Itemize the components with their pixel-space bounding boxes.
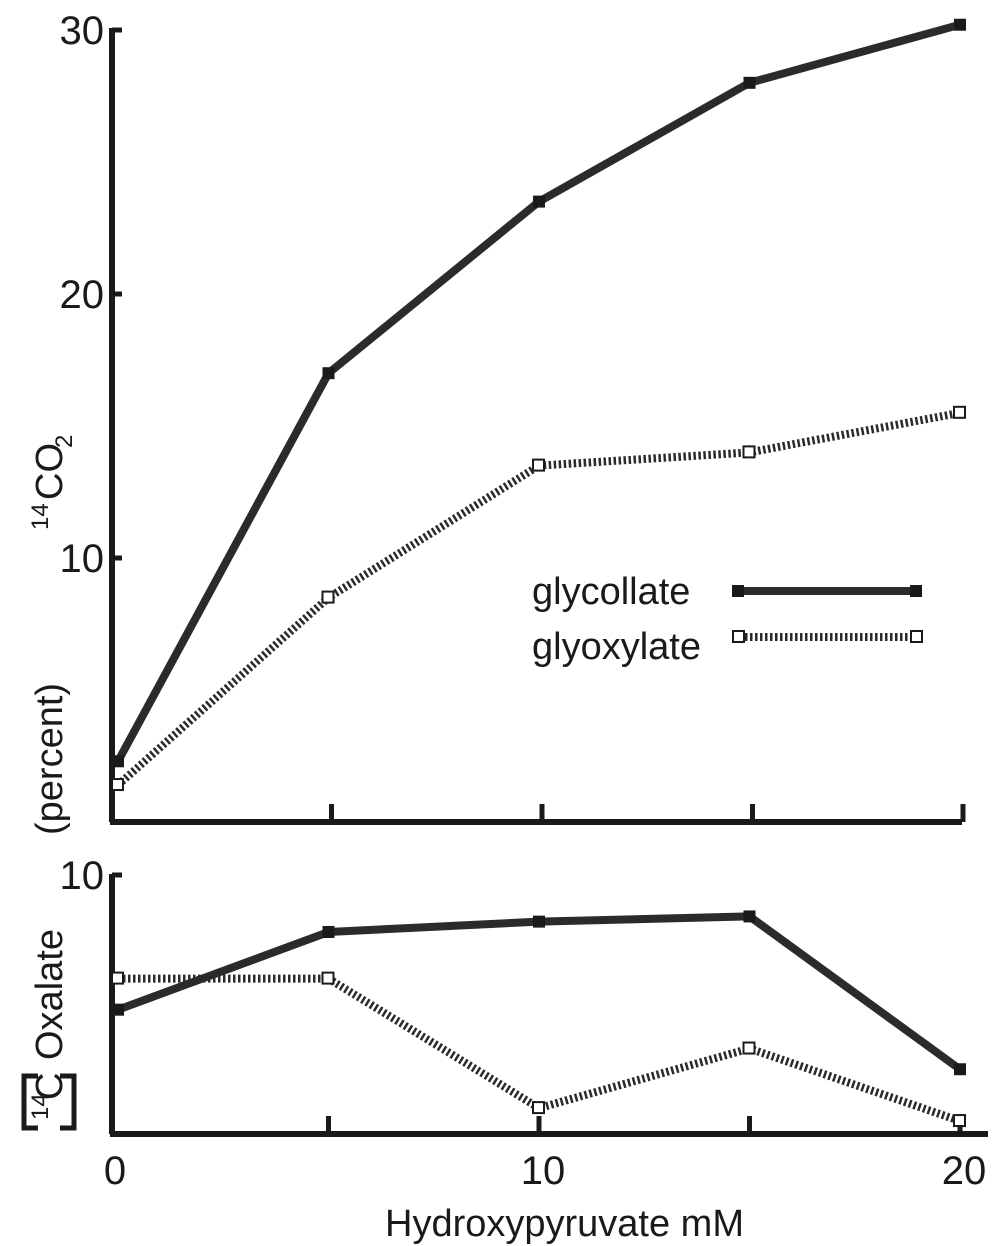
bracket-left-icon xyxy=(21,1073,38,1131)
bottom-series-line-glyoxylate xyxy=(118,974,962,1125)
top-y-tick-label: 10 xyxy=(60,537,105,581)
bottom-chart: 10 0 10 20 14 C Oxalate Hydroxypyruvate mM xyxy=(21,854,988,1245)
bottom-point-glyoxylate xyxy=(742,1041,756,1055)
x-tick-label: 0 xyxy=(104,1149,126,1193)
x-tick-label: 10 xyxy=(521,1149,566,1193)
bottom-point-glycollate xyxy=(322,925,335,938)
top-point-glycollate xyxy=(743,76,756,89)
bottom-x-ticks: 0 10 20 xyxy=(104,1116,986,1193)
top-point-glycollate xyxy=(112,755,124,768)
top-point-glyoxylate xyxy=(532,458,545,472)
bottom-point-glycollate xyxy=(743,910,756,923)
top-chart: 10 20 30 14 CO 2 (percent) glycollate glyo… xyxy=(27,9,966,835)
x-tick-label: 20 xyxy=(942,1149,987,1193)
top-y-tick-label: 20 xyxy=(60,273,105,317)
top-y-tick-label: 30 xyxy=(60,9,105,53)
bottom-y-axis-title: 14 C Oxalate xyxy=(21,929,77,1131)
bottom-y-label: Oxalate xyxy=(29,929,71,1060)
bottom-point-glycollate xyxy=(112,1003,124,1016)
bottom-series xyxy=(111,910,966,1128)
top-y-subscript: 2 xyxy=(51,435,78,448)
top-y-unit: (percent) xyxy=(29,683,71,835)
legend-label-glyoxylate: glyoxylate xyxy=(532,626,701,668)
legend-label-glycollate: glycollate xyxy=(532,571,690,613)
bottom-point-glyoxylate xyxy=(953,1114,966,1128)
bottom-point-glycollate xyxy=(533,915,545,928)
legend-marker-glycollate-end xyxy=(910,585,922,597)
legend-marker-glycollate-start xyxy=(732,585,744,597)
bottom-series-line-glycollate xyxy=(116,912,963,1073)
bracket-right-icon xyxy=(60,1073,77,1131)
top-series xyxy=(111,18,966,792)
bottom-point-glyoxylate xyxy=(111,971,124,985)
bottom-point-glyoxylate xyxy=(321,971,335,985)
legend: glycollate glyoxylate xyxy=(532,571,923,668)
bottom-y-element: C xyxy=(29,1073,71,1100)
bottom-point-glyoxylate xyxy=(532,1101,545,1115)
top-point-glyoxylate xyxy=(321,590,335,604)
top-y-ticks: 10 20 30 xyxy=(60,9,122,581)
legend-item-glyoxylate: glyoxylate xyxy=(532,626,923,668)
top-y-label: CO xyxy=(29,443,71,500)
top-point-glycollate xyxy=(533,195,545,208)
top-point-glyoxylate xyxy=(111,778,124,792)
legend-marker-glyoxylate-start xyxy=(732,630,745,643)
top-point-glycollate xyxy=(322,367,335,380)
top-y-isotope: 14 xyxy=(27,503,54,530)
top-point-glyoxylate xyxy=(742,445,756,459)
top-point-glyoxylate xyxy=(953,405,966,419)
top-x-ticks xyxy=(329,804,966,822)
legend-marker-glyoxylate-end xyxy=(910,630,923,643)
top-y-axis-title: 14 CO 2 xyxy=(27,435,78,530)
bottom-y-ticks: 10 xyxy=(60,854,122,898)
x-axis-title: Hydroxypyruvate mM xyxy=(385,1203,744,1245)
top-point-glycollate xyxy=(954,18,966,31)
bottom-y-tick-label: 10 xyxy=(60,854,105,898)
bottom-y-isotope: 14 xyxy=(27,1093,54,1120)
bottom-point-glycollate xyxy=(954,1063,966,1076)
legend-item-glycollate: glycollate xyxy=(532,571,922,613)
